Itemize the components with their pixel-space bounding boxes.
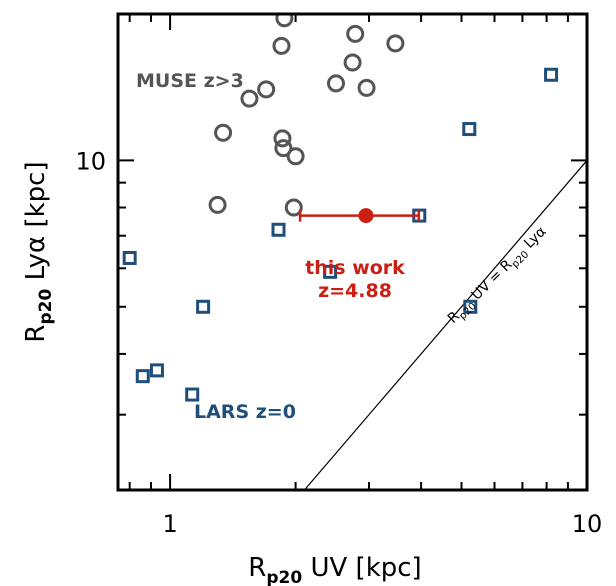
muse-point xyxy=(346,24,365,43)
lars-point xyxy=(122,250,137,265)
lars-point xyxy=(462,122,477,137)
x-tick-label: 10 xyxy=(572,510,603,538)
one-to-one-line-label: Rp20 UV = Rp20 Lyα xyxy=(445,224,552,329)
muse-point xyxy=(214,123,233,142)
lars-point xyxy=(271,222,286,237)
muse-point xyxy=(386,34,405,53)
muse-point xyxy=(275,14,294,28)
y-tick-label: 10 xyxy=(75,147,106,175)
muse-point xyxy=(240,89,259,108)
muse-point xyxy=(274,139,293,158)
one-to-one-lhs-suffix: UV = xyxy=(465,264,508,307)
y-axis-title-suffix: Lyα [kpc] xyxy=(21,161,51,288)
y-axis-title: Rp20 Lyα [kpc] xyxy=(21,161,56,342)
this-work-annotation: this work xyxy=(305,257,405,279)
muse-point xyxy=(257,80,276,99)
muse-point xyxy=(208,195,227,214)
x-axis-title-subscript: p20 xyxy=(266,568,302,586)
muse-point xyxy=(343,53,362,72)
lars-point xyxy=(185,387,200,402)
plot-marks xyxy=(122,14,587,490)
muse-point xyxy=(273,129,292,148)
lars-point xyxy=(544,67,559,82)
axis-ticks: 1 10 10 xyxy=(75,13,603,538)
lars-point xyxy=(135,369,150,384)
y-axis-title-subscript: p20 xyxy=(36,289,56,325)
lars-point xyxy=(196,299,211,314)
muse-point xyxy=(272,36,291,55)
x-axis-title-suffix: UV [kpc] xyxy=(302,553,422,583)
x-axis-title: Rp20 UV [kpc] xyxy=(248,553,421,586)
muse-point xyxy=(284,198,303,217)
this-work-point xyxy=(358,208,374,224)
muse-annotation: MUSE z>3 xyxy=(136,70,244,92)
lars-point xyxy=(149,363,164,378)
this-work-redshift-annotation: z=4.88 xyxy=(318,280,392,302)
x-axis-title-prefix: R xyxy=(248,553,266,583)
muse-point xyxy=(357,78,376,97)
y-axis-title-prefix: R xyxy=(21,325,51,343)
lars-point xyxy=(323,264,338,279)
x-tick-label: 1 xyxy=(162,510,177,538)
muse-point xyxy=(286,147,305,166)
one-to-one-line xyxy=(303,160,587,490)
plot-frame xyxy=(116,12,589,492)
muse-point xyxy=(326,74,345,93)
lars-point xyxy=(463,299,478,314)
lars-annotation: LARS z=0 xyxy=(194,401,296,423)
